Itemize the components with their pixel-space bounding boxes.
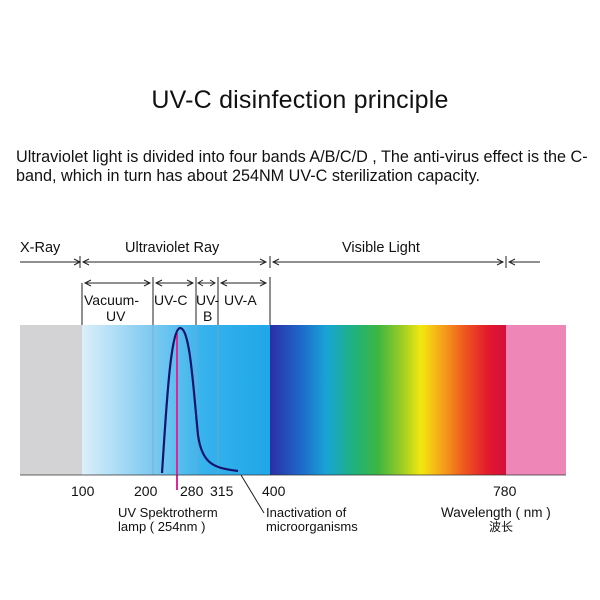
inactivation-label: Inactivation of bbox=[266, 505, 347, 520]
uvc-label: UV-C bbox=[154, 292, 187, 308]
vacuum-uv-label: Vacuum- bbox=[84, 292, 139, 308]
lamp-label-2: lamp ( 254nm ) bbox=[118, 519, 205, 534]
tick-280: 280 bbox=[180, 483, 204, 499]
visible-light-label: Visible Light bbox=[342, 240, 420, 256]
band-arrows bbox=[81, 277, 271, 325]
xray-band bbox=[20, 325, 82, 475]
wavelength-label: Wavelength ( nm ) bbox=[441, 505, 551, 520]
wavelength-label-cn: 波长 bbox=[489, 520, 513, 534]
inactivation-label-2: microorganisms bbox=[266, 519, 358, 534]
visible-band bbox=[270, 325, 506, 475]
page-title: UV-C disinfection principle bbox=[151, 86, 449, 114]
inactivation-pointer bbox=[240, 474, 265, 514]
xray-label: X-Ray bbox=[20, 240, 61, 256]
tick-400: 400 bbox=[262, 483, 286, 499]
band-dividers bbox=[152, 325, 219, 475]
uv-spectrum-diagram: X-Ray Ultraviolet Ray Visible Light bbox=[20, 240, 566, 534]
uvb-label: UV- bbox=[196, 292, 220, 308]
region-arrows bbox=[20, 256, 540, 268]
germicidal-effect-curve bbox=[160, 326, 239, 474]
ultraviolet-label: Ultraviolet Ray bbox=[125, 240, 220, 256]
infrared-band bbox=[506, 325, 566, 475]
vacuum-uv-label-2: UV bbox=[106, 308, 126, 324]
tick-200: 200 bbox=[134, 483, 158, 499]
tick-780: 780 bbox=[493, 483, 517, 499]
description-text: Ultraviolet light is divided into four b… bbox=[16, 148, 588, 185]
tick-100: 100 bbox=[71, 483, 95, 499]
tick-315: 315 bbox=[210, 483, 234, 499]
uvb-label-2: B bbox=[203, 308, 212, 324]
lamp-label: UV Spektrotherm bbox=[118, 505, 218, 520]
uva-label: UV-A bbox=[224, 292, 257, 308]
